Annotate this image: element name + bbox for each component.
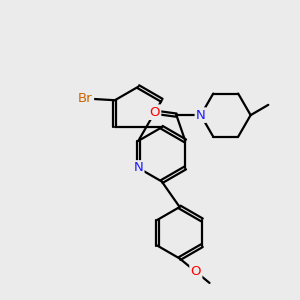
Text: O: O [149,106,160,119]
Text: N: N [196,109,206,122]
Text: O: O [190,265,201,278]
Text: N: N [134,161,143,175]
Text: Br: Br [78,92,93,105]
